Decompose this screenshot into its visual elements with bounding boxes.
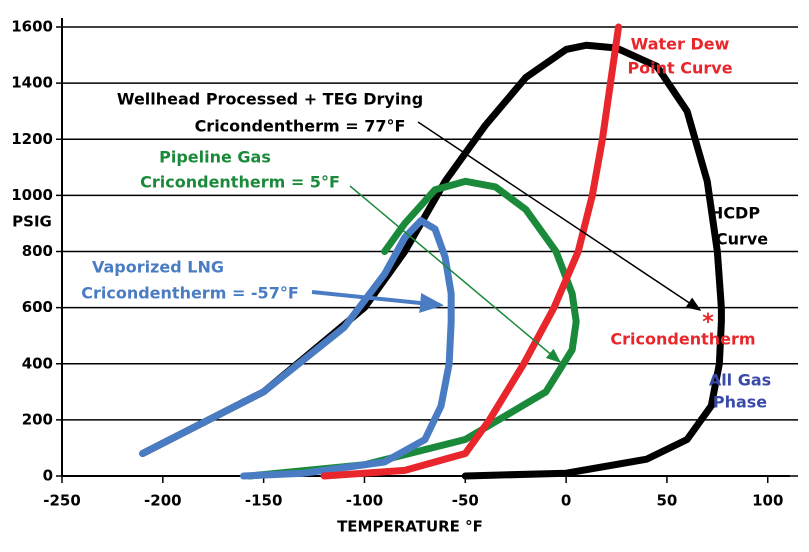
x-tick-label: -100 [346, 492, 384, 510]
y-tick-label: 1400 [11, 74, 53, 92]
x-tick-label: -250 [43, 492, 81, 510]
x-tick-label: 100 [752, 492, 783, 510]
y-tick-label: 200 [22, 410, 53, 428]
arrow [417, 121, 702, 311]
annotation: HCDP [710, 204, 760, 223]
annotation: Curve [716, 230, 768, 249]
y-tick-label: 800 [22, 242, 53, 260]
annotation: Wellhead Processed + TEG Drying [117, 90, 423, 109]
annotation: Cricondentherm = 77°F [195, 117, 406, 136]
y-tick-label: 1000 [11, 186, 53, 204]
annotation: Phase [713, 393, 767, 412]
annotation: Point Curve [627, 59, 732, 78]
annotation: Cricondentherm = 5°F [140, 173, 340, 192]
y-tick-label: 1600 [11, 18, 53, 36]
curve [139, 41, 725, 480]
x-tick-label: -50 [452, 492, 479, 510]
arrow [311, 290, 444, 313]
annotation: Cricondentherm = -57°F [81, 284, 299, 303]
annotation: Vaporized LNG [92, 258, 224, 277]
annotation: Cricondentherm [610, 330, 755, 349]
annotation: Water Dew [631, 35, 730, 54]
y-axis-label: PSIG [12, 213, 52, 231]
y-tick-label: 600 [22, 298, 53, 316]
annotation: * [702, 310, 714, 335]
y-tick-label: 1200 [11, 130, 53, 148]
annotation: All Gas [709, 371, 771, 390]
x-axis-label: TEMPERATURE °F [337, 518, 483, 536]
y-tick-label: 0 [43, 467, 53, 485]
x-tick-label: -200 [144, 492, 182, 510]
y-tick-label: 400 [22, 354, 53, 372]
x-tick-label: 0 [561, 492, 571, 510]
annotation: Pipeline Gas [159, 148, 271, 167]
curve [139, 217, 455, 480]
curve [320, 23, 623, 480]
arrow [349, 185, 562, 363]
x-tick-label: -150 [245, 492, 283, 510]
x-tick-label: 50 [656, 492, 677, 510]
curves [139, 23, 725, 480]
grid [56, 18, 798, 483]
arrows [311, 121, 702, 363]
